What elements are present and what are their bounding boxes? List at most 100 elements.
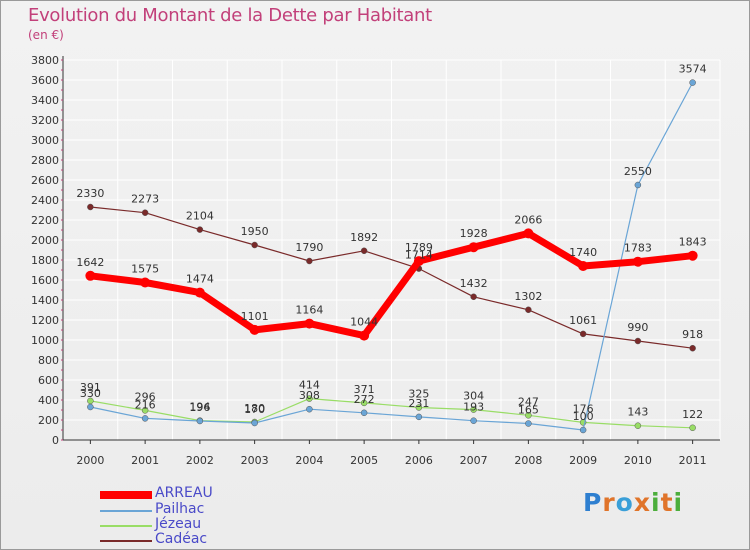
- x-tick-label: 2007: [460, 454, 488, 467]
- legend-swatch-arreau: [100, 491, 152, 499]
- data-label: 1164: [295, 304, 323, 317]
- data-label: 296: [135, 390, 156, 403]
- data-label: 371: [354, 383, 375, 396]
- y-tick-label: 2200: [31, 214, 59, 227]
- data-label: 165: [518, 404, 539, 417]
- y-tick-label: 400: [38, 394, 59, 407]
- data-point: [87, 403, 94, 411]
- logo-letter: r: [602, 488, 616, 517]
- data-point: [689, 424, 696, 432]
- data-label: 1843: [679, 236, 707, 249]
- y-tick-label: 3000: [31, 134, 59, 147]
- unit-label: (en €): [28, 28, 64, 42]
- data-label: 193: [463, 401, 484, 414]
- data-point: [140, 277, 151, 288]
- data-label: 196: [189, 401, 210, 414]
- logo-letter: P: [583, 488, 603, 517]
- data-label: 176: [573, 402, 594, 415]
- data-point: [249, 324, 260, 335]
- legend-label-arreau: ARREAU: [155, 485, 213, 501]
- data-point: [306, 257, 313, 265]
- data-point: [525, 420, 532, 427]
- series-line-pailhac: [89, 81, 694, 431]
- x-tick-label: 2008: [514, 454, 542, 467]
- data-point: [194, 287, 205, 298]
- data-label: 216: [135, 398, 156, 411]
- data-label: 143: [627, 406, 648, 419]
- data-label: 391: [80, 381, 101, 394]
- data-label: 100: [573, 410, 594, 423]
- series-line-jézeau: [89, 398, 694, 429]
- logo-letter: i: [651, 488, 661, 517]
- y-tick-label: 2000: [31, 234, 59, 247]
- data-label: 918: [682, 328, 703, 341]
- data-point: [141, 415, 149, 422]
- data-point: [251, 241, 258, 249]
- data-point: [251, 419, 258, 427]
- x-tick-label: 2001: [131, 454, 159, 467]
- data-label: 1302: [514, 290, 542, 303]
- series-line-cadéac: [89, 206, 694, 349]
- data-label: 1950: [241, 225, 269, 238]
- x-tick-label: 2005: [350, 454, 378, 467]
- data-label: 1432: [460, 277, 488, 290]
- data-label: 1928: [460, 227, 488, 240]
- y-tick-label: 3200: [31, 114, 59, 127]
- data-point: [468, 242, 479, 253]
- data-point: [634, 181, 642, 189]
- y-tick-label: 1400: [31, 294, 59, 307]
- data-label: 1714: [405, 249, 433, 262]
- data-point: [85, 270, 96, 281]
- y-tick-label: 0: [52, 434, 59, 447]
- data-point: [87, 203, 94, 211]
- data-point: [689, 79, 696, 86]
- data-point: [525, 306, 532, 314]
- x-tick-label: 2011: [679, 454, 707, 467]
- data-label: 1642: [76, 256, 104, 269]
- data-point: [141, 407, 149, 414]
- x-tick-label: 2009: [569, 454, 597, 467]
- data-point: [470, 417, 477, 424]
- legend-label-jezeau: Jézeau: [155, 516, 202, 532]
- data-label: 1044: [350, 316, 378, 329]
- x-tick-label: 2010: [624, 454, 652, 467]
- legend-swatch-jezeau: [100, 525, 152, 527]
- y-tick-label: 600: [38, 374, 59, 387]
- data-point: [525, 412, 532, 419]
- data-label: 2066: [514, 213, 542, 226]
- data-label: 1061: [569, 314, 597, 327]
- y-tick-label: 3600: [31, 74, 59, 87]
- logo-letter: o: [615, 488, 634, 517]
- data-point: [360, 409, 368, 417]
- y-tick-label: 1000: [31, 334, 59, 347]
- y-tick-label: 2800: [31, 154, 59, 167]
- data-label: 2273: [131, 193, 159, 206]
- y-tick-label: 1800: [31, 254, 59, 267]
- data-label: 2550: [624, 165, 652, 178]
- y-tick-label: 1200: [31, 314, 59, 327]
- legend-label-pailhac: Pailhac: [155, 501, 205, 517]
- data-label: 330: [80, 387, 101, 400]
- data-label: 414: [299, 379, 320, 392]
- data-point: [413, 256, 424, 267]
- data-point: [579, 426, 587, 434]
- y-tick-label: 200: [38, 414, 59, 427]
- data-point: [360, 399, 368, 407]
- page-title: Evolution du Montant de la Dette par Hab…: [28, 5, 432, 26]
- data-point: [306, 405, 313, 413]
- data-point: [689, 344, 696, 352]
- y-tick-label: 2400: [31, 194, 59, 207]
- data-label: 3574: [679, 63, 707, 76]
- data-label: 325: [408, 388, 429, 401]
- proxiti-logo: Proxiti: [583, 488, 683, 517]
- data-point: [359, 330, 370, 341]
- data-label: 1783: [624, 242, 652, 255]
- data-label: 304: [463, 390, 484, 403]
- y-tick-label: 2600: [31, 174, 59, 187]
- data-point: [304, 318, 315, 329]
- data-point: [687, 250, 698, 261]
- y-tick-label: 800: [38, 354, 59, 367]
- data-point: [196, 226, 204, 233]
- data-label: 1575: [131, 263, 159, 276]
